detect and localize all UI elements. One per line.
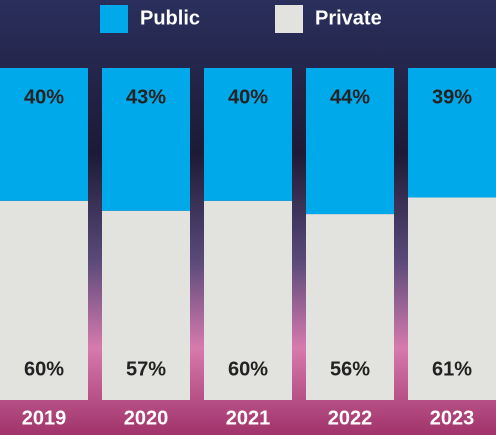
- x-tick-label: 2023: [430, 407, 475, 429]
- data-label: 56%: [330, 358, 370, 380]
- bar-segment: [0, 68, 88, 201]
- data-label: 60%: [228, 358, 268, 380]
- x-tick-label: 2019: [22, 407, 67, 429]
- data-label: 40%: [228, 86, 268, 108]
- data-label: 39%: [432, 86, 472, 108]
- data-label: 57%: [126, 358, 166, 380]
- legend-label: Private: [315, 7, 382, 29]
- bar-segment: [102, 210, 190, 400]
- bar-segment: [0, 200, 88, 400]
- bar-segment: [306, 68, 394, 215]
- legend-swatch: [100, 5, 128, 33]
- bar-segment: [306, 214, 394, 400]
- legend-swatch: [275, 5, 303, 33]
- x-tick-label: 2020: [124, 407, 169, 429]
- bar-segment: [408, 197, 496, 400]
- data-label: 60%: [24, 358, 64, 380]
- data-label: 44%: [330, 86, 370, 108]
- data-label: 40%: [24, 86, 64, 108]
- legend-label: Public: [140, 7, 200, 29]
- bar-segment: [408, 68, 496, 198]
- bar-segment: [204, 200, 292, 400]
- x-tick-label: 2021: [226, 407, 271, 429]
- data-label: 43%: [126, 86, 166, 108]
- bar-segment: [102, 68, 190, 211]
- x-tick-label: 2022: [328, 407, 373, 429]
- bar-segment: [204, 68, 292, 201]
- data-label: 61%: [432, 358, 472, 380]
